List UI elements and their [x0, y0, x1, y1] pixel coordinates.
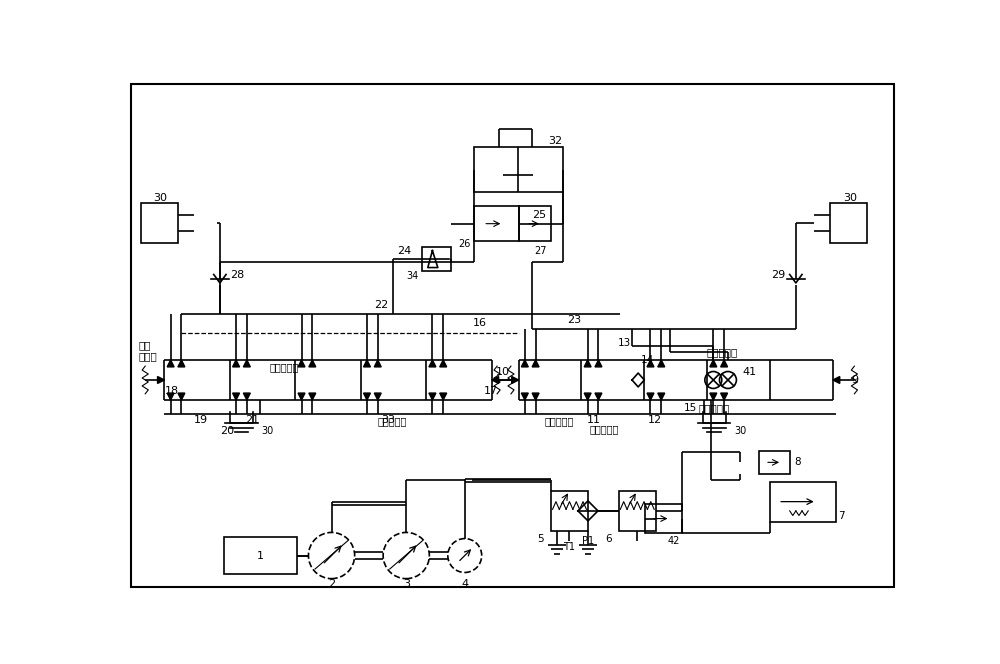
Polygon shape	[298, 360, 305, 367]
Text: 14: 14	[641, 355, 654, 365]
Polygon shape	[243, 393, 250, 400]
Text: 7: 7	[838, 511, 845, 521]
Text: 26: 26	[458, 240, 470, 250]
Text: 怠速工作位: 怠速工作位	[590, 424, 619, 434]
Text: 13: 13	[618, 338, 631, 348]
Text: 30: 30	[843, 193, 857, 203]
Polygon shape	[521, 360, 528, 367]
Bar	[224, 537, 297, 574]
Text: 9: 9	[852, 375, 859, 385]
Text: 25: 25	[532, 210, 547, 220]
Text: T1: T1	[563, 542, 575, 552]
Text: 11: 11	[586, 415, 600, 425]
Text: 2: 2	[328, 579, 335, 589]
Text: 10: 10	[496, 367, 510, 376]
Polygon shape	[374, 360, 381, 367]
Text: 30: 30	[262, 426, 274, 436]
Polygon shape	[721, 393, 728, 400]
Bar	[619, 491, 656, 531]
Text: 外摆工作位: 外摆工作位	[545, 416, 574, 426]
Text: 外摆工作位: 外摆工作位	[378, 416, 407, 426]
Text: 怠速工作位: 怠速工作位	[270, 363, 299, 373]
Polygon shape	[584, 393, 591, 400]
Bar	[474, 147, 563, 192]
Text: 19: 19	[194, 415, 208, 425]
Polygon shape	[710, 393, 717, 400]
Text: 3: 3	[403, 579, 410, 589]
Text: 27: 27	[534, 246, 546, 256]
Text: 4: 4	[461, 579, 468, 589]
Text: 41: 41	[743, 367, 757, 376]
Text: 18: 18	[165, 386, 179, 396]
Polygon shape	[595, 393, 602, 400]
Polygon shape	[243, 360, 250, 367]
Text: 29: 29	[771, 270, 785, 280]
Bar	[830, 203, 867, 243]
Polygon shape	[647, 360, 654, 367]
Bar	[519, 206, 551, 240]
Text: 12: 12	[648, 415, 662, 425]
Polygon shape	[440, 360, 447, 367]
Text: 23: 23	[567, 315, 581, 325]
Text: 5: 5	[537, 534, 544, 544]
Bar	[422, 247, 451, 272]
Text: 21: 21	[245, 415, 259, 425]
Polygon shape	[233, 393, 240, 400]
Text: 24: 24	[398, 246, 412, 256]
Polygon shape	[178, 393, 185, 400]
Polygon shape	[178, 360, 185, 367]
Polygon shape	[584, 360, 591, 367]
Polygon shape	[309, 360, 316, 367]
Polygon shape	[298, 393, 305, 400]
Text: 28: 28	[230, 270, 244, 280]
Text: 15: 15	[684, 402, 697, 413]
Polygon shape	[833, 376, 840, 383]
Text: 重载工作位: 重载工作位	[699, 402, 730, 413]
Text: 30: 30	[734, 426, 747, 436]
Text: 42: 42	[668, 536, 680, 546]
Bar	[770, 481, 836, 522]
Polygon shape	[364, 393, 370, 400]
Text: 17: 17	[484, 386, 498, 396]
Bar	[474, 206, 519, 240]
Polygon shape	[532, 360, 539, 367]
Text: 8: 8	[794, 457, 801, 467]
Polygon shape	[309, 393, 316, 400]
Bar	[645, 504, 682, 533]
Polygon shape	[167, 393, 174, 400]
Text: 6: 6	[605, 534, 612, 544]
Polygon shape	[721, 360, 728, 367]
Polygon shape	[532, 393, 539, 400]
Polygon shape	[233, 360, 240, 367]
Polygon shape	[167, 360, 174, 367]
Text: 16: 16	[473, 318, 487, 328]
Polygon shape	[658, 360, 665, 367]
Text: 34: 34	[406, 271, 419, 281]
Polygon shape	[440, 393, 447, 400]
Text: P1: P1	[582, 536, 594, 546]
Text: 30: 30	[153, 193, 167, 203]
Polygon shape	[429, 360, 436, 367]
Bar	[551, 491, 588, 531]
Polygon shape	[658, 393, 665, 400]
Polygon shape	[710, 360, 717, 367]
Polygon shape	[492, 376, 499, 383]
Text: 33: 33	[381, 415, 395, 425]
Polygon shape	[158, 376, 164, 383]
Polygon shape	[647, 393, 654, 400]
Polygon shape	[374, 393, 381, 400]
Bar	[759, 451, 790, 474]
Text: 32: 32	[548, 135, 562, 145]
Polygon shape	[512, 376, 519, 383]
Text: 内收
工作位: 内收 工作位	[138, 340, 157, 361]
Text: 22: 22	[374, 299, 389, 309]
Polygon shape	[595, 360, 602, 367]
Polygon shape	[364, 360, 370, 367]
Bar	[141, 203, 178, 243]
Text: 20: 20	[221, 426, 235, 436]
Polygon shape	[429, 393, 436, 400]
Text: 轻载工作位: 轻载工作位	[707, 347, 738, 357]
Polygon shape	[521, 393, 528, 400]
Text: 1: 1	[256, 550, 263, 560]
